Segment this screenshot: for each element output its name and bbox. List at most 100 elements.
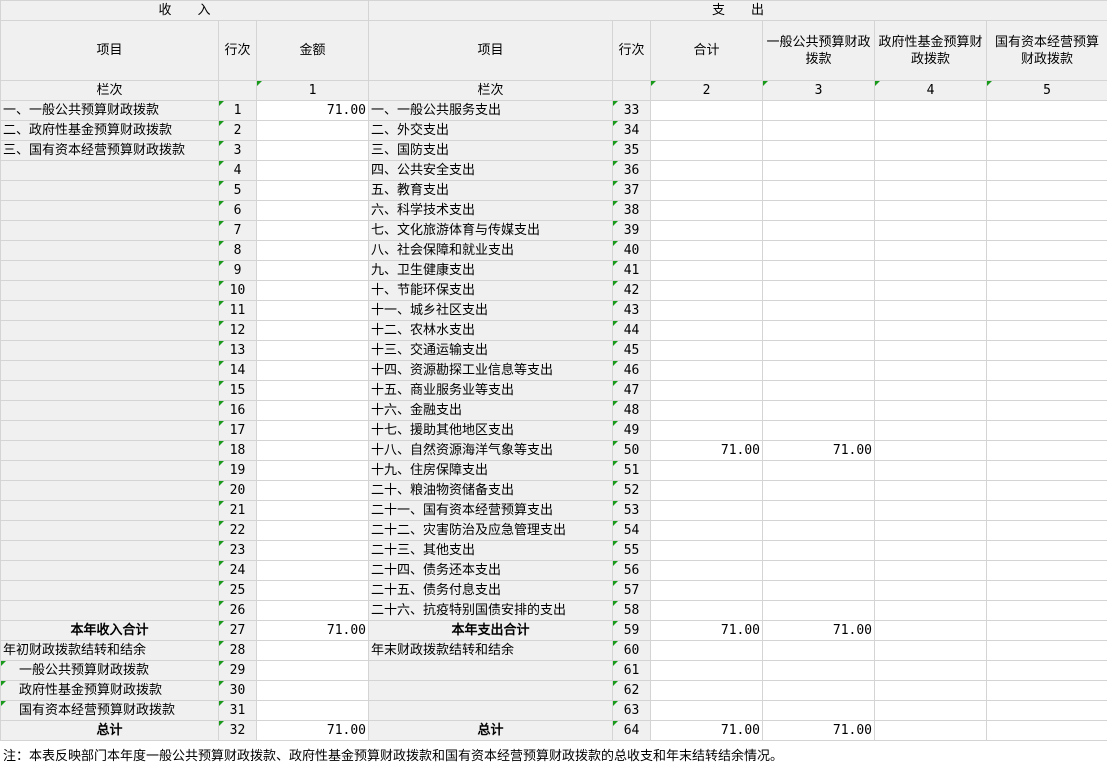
- general-budget-cell[interactable]: 71.00: [762, 620, 876, 641]
- general-budget-cell[interactable]: 71.00: [762, 720, 876, 741]
- state-capital-cell[interactable]: [986, 360, 1107, 381]
- state-capital-cell[interactable]: [986, 560, 1107, 581]
- state-capital-cell[interactable]: [986, 100, 1107, 121]
- state-capital-cell[interactable]: [986, 480, 1107, 501]
- expense-total-cell[interactable]: [650, 240, 764, 261]
- income-amount-cell[interactable]: [255, 640, 370, 661]
- income-amount-cell[interactable]: [255, 420, 370, 441]
- expense-total-cell[interactable]: [650, 180, 764, 201]
- general-budget-cell[interactable]: [762, 500, 876, 521]
- income-amount-cell[interactable]: [255, 460, 370, 481]
- state-capital-cell[interactable]: [986, 440, 1107, 461]
- state-capital-cell[interactable]: [986, 400, 1107, 421]
- state-capital-cell[interactable]: [986, 200, 1107, 221]
- income-amount-cell[interactable]: [255, 680, 370, 701]
- fund-budget-cell[interactable]: [874, 520, 988, 541]
- income-amount-cell[interactable]: [255, 660, 370, 681]
- state-capital-cell[interactable]: [986, 640, 1107, 661]
- expense-total-cell[interactable]: [650, 100, 764, 121]
- fund-budget-cell[interactable]: [874, 300, 988, 321]
- fund-budget-cell[interactable]: [874, 560, 988, 581]
- expense-total-cell[interactable]: [650, 600, 764, 621]
- fund-budget-cell[interactable]: [874, 100, 988, 121]
- fund-budget-cell[interactable]: [874, 660, 988, 681]
- state-capital-cell[interactable]: [986, 220, 1107, 241]
- expense-total-cell[interactable]: [650, 360, 764, 381]
- income-amount-cell[interactable]: 71.00: [255, 100, 370, 121]
- general-budget-cell[interactable]: [762, 140, 876, 161]
- expense-total-cell[interactable]: [650, 320, 764, 341]
- state-capital-cell[interactable]: [986, 240, 1107, 261]
- state-capital-cell[interactable]: [986, 380, 1107, 401]
- expense-total-cell[interactable]: 71.00: [650, 720, 764, 741]
- income-amount-cell[interactable]: [255, 400, 370, 421]
- general-budget-cell[interactable]: [762, 380, 876, 401]
- state-capital-cell[interactable]: [986, 580, 1107, 601]
- general-budget-cell[interactable]: [762, 600, 876, 621]
- fund-budget-cell[interactable]: [874, 120, 988, 141]
- income-amount-cell[interactable]: [255, 320, 370, 341]
- fund-budget-cell[interactable]: [874, 260, 988, 281]
- general-budget-cell[interactable]: [762, 160, 876, 181]
- fund-budget-cell[interactable]: [874, 340, 988, 361]
- income-amount-cell[interactable]: [255, 480, 370, 501]
- general-budget-cell[interactable]: [762, 280, 876, 301]
- expense-total-cell[interactable]: [650, 520, 764, 541]
- income-amount-cell[interactable]: [255, 580, 370, 601]
- income-amount-cell[interactable]: [255, 560, 370, 581]
- fund-budget-cell[interactable]: [874, 680, 988, 701]
- income-amount-cell[interactable]: [255, 120, 370, 141]
- state-capital-cell[interactable]: [986, 540, 1107, 561]
- state-capital-cell[interactable]: [986, 300, 1107, 321]
- fund-budget-cell[interactable]: [874, 140, 988, 161]
- income-amount-cell[interactable]: [255, 600, 370, 621]
- income-amount-cell[interactable]: [255, 380, 370, 401]
- state-capital-cell[interactable]: [986, 620, 1107, 641]
- state-capital-cell[interactable]: [986, 120, 1107, 141]
- expense-total-cell[interactable]: [650, 700, 764, 721]
- expense-total-cell[interactable]: [650, 500, 764, 521]
- expense-total-cell[interactable]: 71.00: [650, 620, 764, 641]
- expense-total-cell[interactable]: [650, 400, 764, 421]
- income-amount-cell[interactable]: [255, 280, 370, 301]
- state-capital-cell[interactable]: [986, 500, 1107, 521]
- income-amount-cell[interactable]: 71.00: [255, 720, 370, 741]
- expense-total-cell[interactable]: [650, 340, 764, 361]
- income-amount-cell[interactable]: [255, 140, 370, 161]
- state-capital-cell[interactable]: [986, 340, 1107, 361]
- fund-budget-cell[interactable]: [874, 180, 988, 201]
- general-budget-cell[interactable]: [762, 580, 876, 601]
- expense-total-cell[interactable]: [650, 200, 764, 221]
- fund-budget-cell[interactable]: [874, 440, 988, 461]
- general-budget-cell[interactable]: [762, 520, 876, 541]
- state-capital-cell[interactable]: [986, 460, 1107, 481]
- fund-budget-cell[interactable]: [874, 700, 988, 721]
- general-budget-cell[interactable]: [762, 180, 876, 201]
- expense-total-cell[interactable]: [650, 580, 764, 601]
- general-budget-cell[interactable]: [762, 340, 876, 361]
- income-amount-cell[interactable]: [255, 300, 370, 321]
- expense-total-cell[interactable]: [650, 220, 764, 241]
- income-amount-cell[interactable]: [255, 520, 370, 541]
- general-budget-cell[interactable]: [762, 680, 876, 701]
- fund-budget-cell[interactable]: [874, 240, 988, 261]
- fund-budget-cell[interactable]: [874, 380, 988, 401]
- expense-total-cell[interactable]: [650, 380, 764, 401]
- general-budget-cell[interactable]: [762, 320, 876, 341]
- income-amount-cell[interactable]: [255, 220, 370, 241]
- income-amount-cell[interactable]: [255, 340, 370, 361]
- expense-total-cell[interactable]: [650, 140, 764, 161]
- fund-budget-cell[interactable]: [874, 580, 988, 601]
- expense-total-cell[interactable]: [650, 280, 764, 301]
- state-capital-cell[interactable]: [986, 180, 1107, 201]
- fund-budget-cell[interactable]: [874, 460, 988, 481]
- general-budget-cell[interactable]: [762, 240, 876, 261]
- expense-total-cell[interactable]: [650, 680, 764, 701]
- income-amount-cell[interactable]: [255, 700, 370, 721]
- general-budget-cell[interactable]: [762, 200, 876, 221]
- fund-budget-cell[interactable]: [874, 480, 988, 501]
- income-amount-cell[interactable]: [255, 500, 370, 521]
- expense-total-cell[interactable]: [650, 560, 764, 581]
- state-capital-cell[interactable]: [986, 320, 1107, 341]
- state-capital-cell[interactable]: [986, 140, 1107, 161]
